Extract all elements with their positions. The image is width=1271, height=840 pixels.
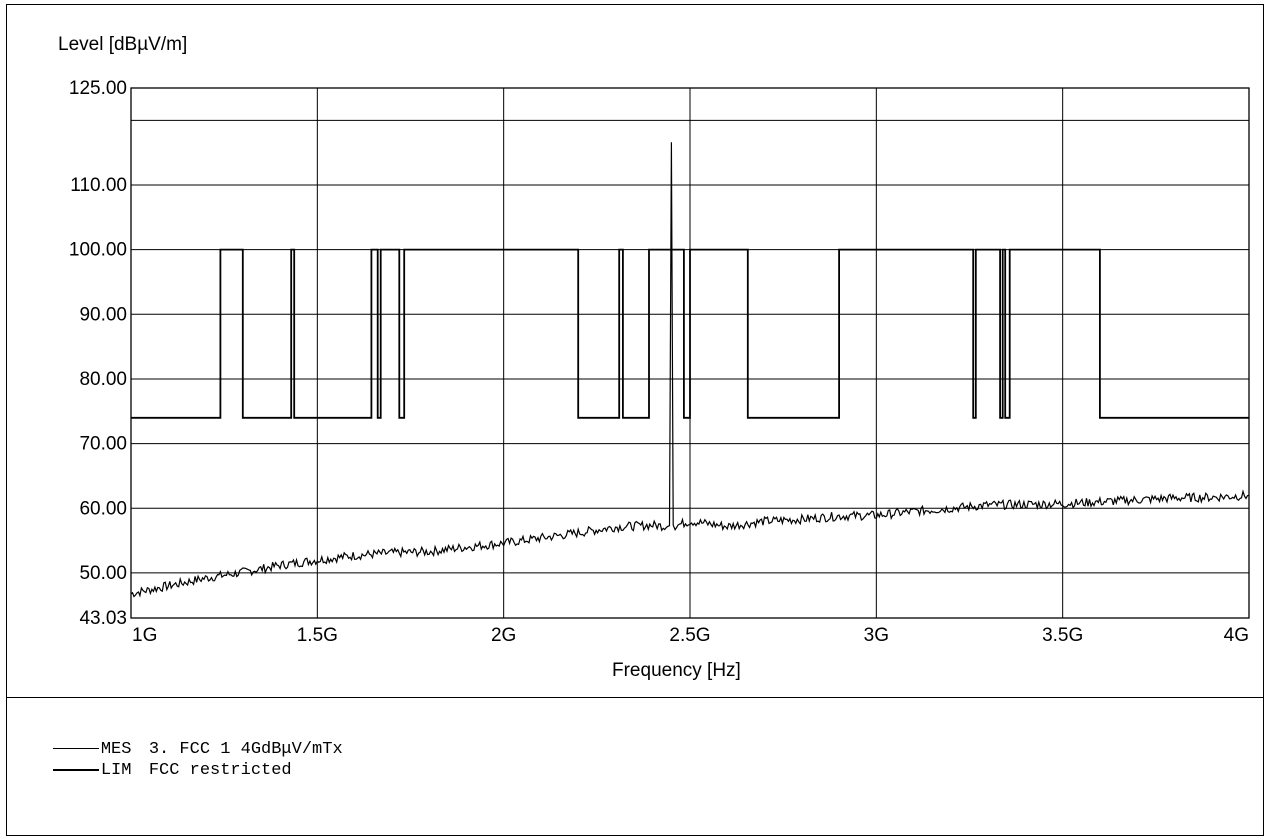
series-layer [130,142,1250,598]
x-tick-label: 2G [491,625,516,646]
y-tick-label: 110.00 [70,175,127,196]
y-tick-label: 43.03 [79,608,127,629]
y-tick-label: 100.00 [69,240,127,261]
legend-swatch-lim [52,768,99,771]
y-tick-label: 70.00 [79,434,127,455]
series-line-lim [131,248,1249,419]
emc-level-chart: 125.00 110.00 100.00 90.00 80.00 70.00 60.00 50… [69,78,1250,646]
legend: MES 3. FCC 1 4GdBμV/mTx LIM FCC restricted [12,718,343,780]
y-tick-label: 50.00 [79,563,127,584]
series-line-mes [130,142,1250,598]
x-tick-label: 1.5G [297,625,338,646]
legend-swatch-mes [52,748,99,750]
grid [130,87,1250,619]
y-tick-label: 90.00 [79,304,127,325]
x-tick-label: 2.5G [669,625,710,646]
x-axis-label: Frequency [Hz] [612,660,741,681]
y-tick-label: 80.00 [79,369,127,390]
y-tick-label: 125.00 [69,78,127,99]
x-tick-label: 4G [1224,625,1249,646]
x-tick-label: 3.5G [1042,625,1083,646]
legend-code-mes: MES [100,740,132,759]
legend-item-lim: LIM FCC restricted [12,739,343,780]
y-tick-label: 60.00 [79,498,127,519]
x-tick-label: 3G [864,625,889,646]
x-tick-label: 1G [132,625,157,646]
legend-divider [6,697,1264,698]
legend-text-lim: FCC restricted [148,761,292,780]
tick-labels: 125.00 110.00 100.00 90.00 80.00 70.00 60.00 50… [69,78,1249,646]
report-frame [6,4,1264,836]
legend-text-mes: 3. FCC 1 4GdBμV/mTx [148,740,343,759]
legend-code-lim: LIM [100,761,132,780]
y-axis-label: Level [dBµV/m] [58,34,188,55]
legend-item-mes: MES 3. FCC 1 4GdBμV/mTx [12,718,343,759]
